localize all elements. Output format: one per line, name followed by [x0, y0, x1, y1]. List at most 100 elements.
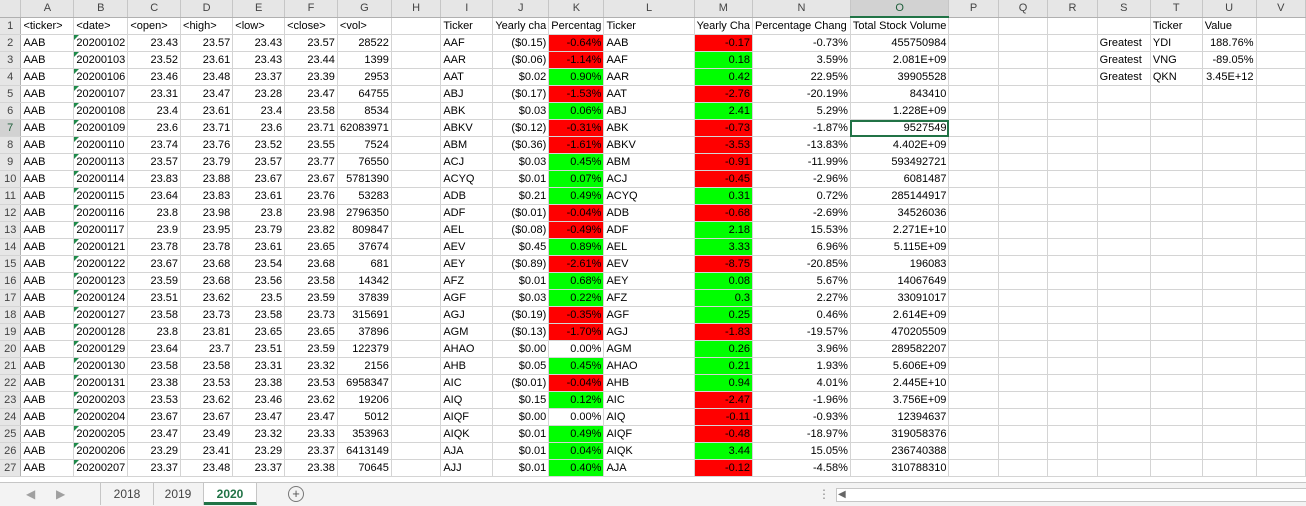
- cell-ticker[interactable]: AAB: [20, 238, 75, 256]
- cell-greatest-value[interactable]: [1202, 425, 1257, 443]
- cell-yearly-change-2[interactable]: 0.18: [694, 51, 754, 69]
- cell-summary-ticker[interactable]: AAF: [440, 34, 494, 52]
- cell-q[interactable]: [998, 340, 1049, 358]
- cell-open[interactable]: 23.46: [127, 68, 182, 86]
- cell-p[interactable]: [948, 323, 999, 341]
- cell-close[interactable]: 23.33: [284, 425, 338, 443]
- cell-percent-change-2[interactable]: -1.87%: [752, 119, 851, 137]
- cell-q[interactable]: [998, 68, 1049, 86]
- cell-open[interactable]: 23.4: [127, 102, 182, 120]
- cell-ticker[interactable]: AAB: [20, 187, 75, 205]
- cell-ticker[interactable]: AAB: [20, 85, 75, 103]
- cell-close[interactable]: 23.59: [284, 340, 338, 358]
- cell-date[interactable]: 20200127: [73, 306, 129, 324]
- cell-yearly-change-2[interactable]: -0.11: [694, 408, 754, 426]
- cell-greatest-label[interactable]: [1097, 425, 1151, 443]
- cell-greatest-label[interactable]: Greatest: [1097, 68, 1151, 86]
- column-header-b[interactable]: B: [73, 0, 129, 18]
- cell-open[interactable]: 23.8: [127, 204, 182, 222]
- cell-low[interactable]: 23.32: [232, 425, 286, 443]
- row-header[interactable]: 22: [0, 374, 22, 392]
- cell-q[interactable]: [998, 119, 1049, 137]
- header-cell-p[interactable]: [948, 17, 999, 35]
- cell-date[interactable]: 20200115: [73, 187, 129, 205]
- cell-vol[interactable]: 19206: [337, 391, 392, 409]
- prev-sheet-icon[interactable]: ◀: [26, 487, 36, 501]
- header-cell-k[interactable]: Percentag: [548, 17, 605, 35]
- cell-date[interactable]: 20200108: [73, 102, 129, 120]
- cell-greatest-label[interactable]: [1097, 289, 1151, 307]
- cell-yearly-change-2[interactable]: -0.17: [694, 34, 754, 52]
- cell-q[interactable]: [998, 136, 1049, 154]
- cell-percent-change-2[interactable]: -18.97%: [752, 425, 851, 443]
- cell-h[interactable]: [391, 51, 442, 69]
- cell-high[interactable]: 23.41: [180, 442, 234, 460]
- cell-vol[interactable]: 62083971: [337, 119, 392, 137]
- cell-q[interactable]: [998, 255, 1049, 273]
- cell-greatest-value[interactable]: [1202, 391, 1257, 409]
- cell-percent-change[interactable]: 0.00%: [548, 408, 605, 426]
- cell-v[interactable]: [1256, 238, 1306, 256]
- cell-v[interactable]: [1256, 119, 1306, 137]
- cell-close[interactable]: 23.32: [284, 357, 338, 375]
- cell-low[interactable]: 23.61: [232, 238, 286, 256]
- cell-vol[interactable]: 14342: [337, 272, 392, 290]
- cell-greatest-ticker[interactable]: [1150, 357, 1203, 375]
- header-cell-v[interactable]: [1256, 17, 1306, 35]
- cell-date[interactable]: 20200123: [73, 272, 129, 290]
- cell-date[interactable]: 20200107: [73, 85, 129, 103]
- cell-percent-change[interactable]: 0.12%: [548, 391, 605, 409]
- cell-h[interactable]: [391, 425, 442, 443]
- cell-v[interactable]: [1256, 221, 1306, 239]
- cell-h[interactable]: [391, 170, 442, 188]
- cell-r[interactable]: [1047, 170, 1098, 188]
- cell-greatest-ticker[interactable]: [1150, 306, 1203, 324]
- cell-summary-ticker[interactable]: AGF: [440, 289, 494, 307]
- cell-ticker-2[interactable]: AIQF: [603, 425, 695, 443]
- cell-close[interactable]: 23.98: [284, 204, 338, 222]
- cell-percent-change[interactable]: -1.14%: [548, 51, 605, 69]
- cell-q[interactable]: [998, 272, 1049, 290]
- cell-low[interactable]: 23.54: [232, 255, 286, 273]
- cell-close[interactable]: 23.65: [284, 238, 338, 256]
- cell-total-volume[interactable]: 3.756E+09: [850, 391, 950, 409]
- cell-percent-change-2[interactable]: -19.57%: [752, 323, 851, 341]
- cell-greatest-ticker[interactable]: [1150, 408, 1203, 426]
- cell-percent-change[interactable]: -2.61%: [548, 255, 605, 273]
- cell-greatest-value[interactable]: [1202, 221, 1257, 239]
- cell-ticker[interactable]: AAB: [20, 459, 75, 477]
- tab-2019[interactable]: 2019: [153, 483, 204, 505]
- cell-summary-ticker[interactable]: AAT: [440, 68, 494, 86]
- cell-yearly-change[interactable]: $0.01: [492, 442, 550, 460]
- cell-vol[interactable]: 37839: [337, 289, 392, 307]
- cell-v[interactable]: [1256, 51, 1306, 69]
- cell-v[interactable]: [1256, 34, 1306, 52]
- cell-p[interactable]: [948, 221, 999, 239]
- cell-high[interactable]: 23.53: [180, 374, 234, 392]
- cell-ticker-2[interactable]: AAT: [603, 85, 695, 103]
- cell-v[interactable]: [1256, 374, 1306, 392]
- cell-greatest-value[interactable]: [1202, 187, 1257, 205]
- cell-yearly-change-2[interactable]: -0.68: [694, 204, 754, 222]
- row-header[interactable]: 24: [0, 408, 22, 426]
- cell-greatest-ticker[interactable]: [1150, 204, 1203, 222]
- cell-open[interactable]: 23.8: [127, 323, 182, 341]
- header-cell-f[interactable]: <close>: [284, 17, 338, 35]
- cell-ticker-2[interactable]: ADF: [603, 221, 695, 239]
- cell-yearly-change-2[interactable]: 2.18: [694, 221, 754, 239]
- cell-greatest-value[interactable]: [1202, 408, 1257, 426]
- cell-greatest-ticker[interactable]: [1150, 255, 1203, 273]
- cell-total-volume[interactable]: 455750984: [850, 34, 950, 52]
- cell-q[interactable]: [998, 102, 1049, 120]
- header-cell-d[interactable]: <high>: [180, 17, 234, 35]
- next-sheet-icon[interactable]: ▶: [56, 487, 66, 501]
- cell-summary-ticker[interactable]: AFZ: [440, 272, 494, 290]
- cell-v[interactable]: [1256, 68, 1306, 86]
- cell-h[interactable]: [391, 357, 442, 375]
- cell-percent-change-2[interactable]: -20.85%: [752, 255, 851, 273]
- cell-percent-change[interactable]: 0.89%: [548, 238, 605, 256]
- cell-ticker[interactable]: AAB: [20, 425, 75, 443]
- cell-vol[interactable]: 5781390: [337, 170, 392, 188]
- cell-h[interactable]: [391, 187, 442, 205]
- cell-greatest-ticker[interactable]: [1150, 85, 1203, 103]
